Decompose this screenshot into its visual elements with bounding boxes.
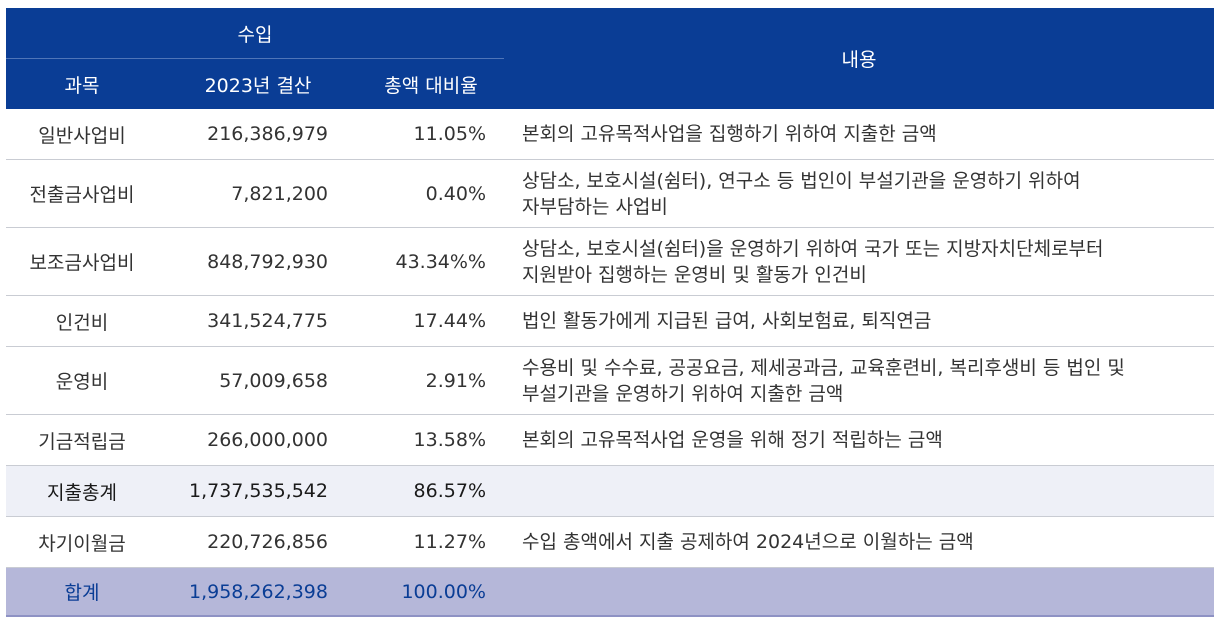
table-row: 기금적립금 266,000,000 13.58% 본회의 고유목적사업 운영을 … [6,414,1214,466]
row-amount: 7,821,200 [158,159,358,228]
income-group-header: 수입 [6,8,504,59]
table-row: 운영비 57,009,658 2.91% 수용비 및 수수료, 공공요금, 제세… [6,346,1214,415]
total-category: 합계 [6,567,158,617]
row-description: 본회의 고유목적사업 운영을 위해 정기 적립하는 금액 [504,414,1214,466]
total-amount: 1,958,262,398 [158,567,358,617]
subtotal-row: 지출총계 1,737,535,542 86.57% [6,465,1214,517]
row-category: 보조금사업비 [6,227,158,296]
subtotal-category: 지출총계 [6,465,158,517]
description-line: 상담소, 보호시설(쉼터)을 운영하기 위하여 국가 또는 지방자치단체로부터 [522,237,1104,260]
row-ratio: 0.40% [358,159,504,228]
description-line: 지원받아 집행하는 운영비 및 활동가 인건비 [522,263,867,286]
subject-header: 과목 [6,58,158,109]
settlement-header: 2023년 결산 [158,58,358,109]
description-line: 수용비 및 수수료, 공공요금, 제세공과금, 교육훈련비, 복리후생비 등 법… [522,356,1125,379]
content-header: 내용 [504,8,1214,109]
subtotal-ratio: 86.57% [358,465,504,517]
total-row: 합계 1,958,262,398 100.00% [6,567,1214,617]
row-description: 본회의 고유목적사업을 집행하기 위하여 지출한 금액 [504,109,1214,160]
ratio-header: 총액 대비율 [358,58,504,109]
row-amount: 848,792,930 [158,227,358,296]
row-description: 수용비 및 수수료, 공공요금, 제세공과금, 교육훈련비, 복리후생비 등 법… [504,346,1214,415]
row-description: 상담소, 보호시설(쉼터)을 운영하기 위하여 국가 또는 지방자치단체로부터 … [504,227,1214,296]
description-line: 자부담하는 사업비 [522,195,668,218]
subtotal-amount: 1,737,535,542 [158,465,358,517]
carryover-row: 차기이월금 220,726,856 11.27% 수입 총액에서 지출 공제하여… [6,516,1214,568]
row-ratio: 13.58% [358,414,504,466]
carryover-amount: 220,726,856 [158,516,358,568]
row-amount: 57,009,658 [158,346,358,415]
row-category: 전출금사업비 [6,159,158,228]
row-description: 법인 활동가에게 지급된 급여, 사회보험료, 퇴직연금 [504,295,1214,347]
header-row-bottom: 과목 2023년 결산 총액 대비율 [6,58,1214,109]
description-line: 본회의 고유목적사업을 집행하기 위하여 지출한 금액 [522,123,937,145]
table-row: 일반사업비 216,386,979 11.05% 본회의 고유목적사업을 집행하… [6,109,1214,160]
description-line: 법인 활동가에게 지급된 급여, 사회보험료, 퇴직연금 [522,310,932,332]
total-ratio: 100.00% [358,567,504,617]
table-row: 보조금사업비 848,792,930 43.34%% 상담소, 보호시설(쉼터)… [6,227,1214,296]
row-ratio: 17.44% [358,295,504,347]
row-ratio: 11.05% [358,109,504,160]
budget-table: 수입 내용 과목 2023년 결산 총액 대비율 일반사업비 216,386,9… [6,8,1214,617]
description-line: 부설기관을 운영하기 위하여 지출한 금액 [522,382,844,405]
carryover-description: 수입 총액에서 지출 공제하여 2024년으로 이월하는 금액 [504,516,1214,568]
row-category: 기금적립금 [6,414,158,466]
row-category: 일반사업비 [6,109,158,160]
table-row: 전출금사업비 7,821,200 0.40% 상담소, 보호시설(쉼터), 연구… [6,159,1214,228]
description-line: 수입 총액에서 지출 공제하여 2024년으로 이월하는 금액 [522,531,974,553]
row-category: 인건비 [6,295,158,347]
table-row: 인건비 341,524,775 17.44% 법인 활동가에게 지급된 급여, … [6,295,1214,347]
row-category: 운영비 [6,346,158,415]
description-line: 상담소, 보호시설(쉼터), 연구소 등 법인이 부설기관을 운영하기 위하여 [522,169,1081,192]
row-description: 상담소, 보호시설(쉼터), 연구소 등 법인이 부설기관을 운영하기 위하여 … [504,159,1214,228]
row-amount: 216,386,979 [158,109,358,160]
carryover-category: 차기이월금 [6,516,158,568]
carryover-ratio: 11.27% [358,516,504,568]
header-row-top: 수입 내용 [6,8,1214,109]
row-ratio: 43.34%% [358,227,504,296]
description-line: 본회의 고유목적사업 운영을 위해 정기 적립하는 금액 [522,429,943,451]
row-amount: 266,000,000 [158,414,358,466]
total-description [504,567,1214,617]
subtotal-description [504,465,1214,517]
row-amount: 341,524,775 [158,295,358,347]
row-ratio: 2.91% [358,346,504,415]
